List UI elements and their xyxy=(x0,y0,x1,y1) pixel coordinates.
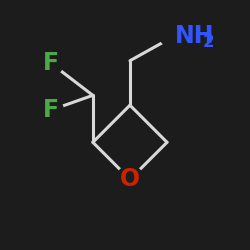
Text: F: F xyxy=(43,51,59,75)
Ellipse shape xyxy=(38,51,63,76)
Text: F: F xyxy=(43,98,59,122)
Text: 2: 2 xyxy=(203,33,214,51)
Ellipse shape xyxy=(160,21,209,51)
Ellipse shape xyxy=(38,98,63,122)
Text: O: O xyxy=(120,168,140,192)
Ellipse shape xyxy=(116,166,143,193)
Text: NH: NH xyxy=(174,24,214,48)
